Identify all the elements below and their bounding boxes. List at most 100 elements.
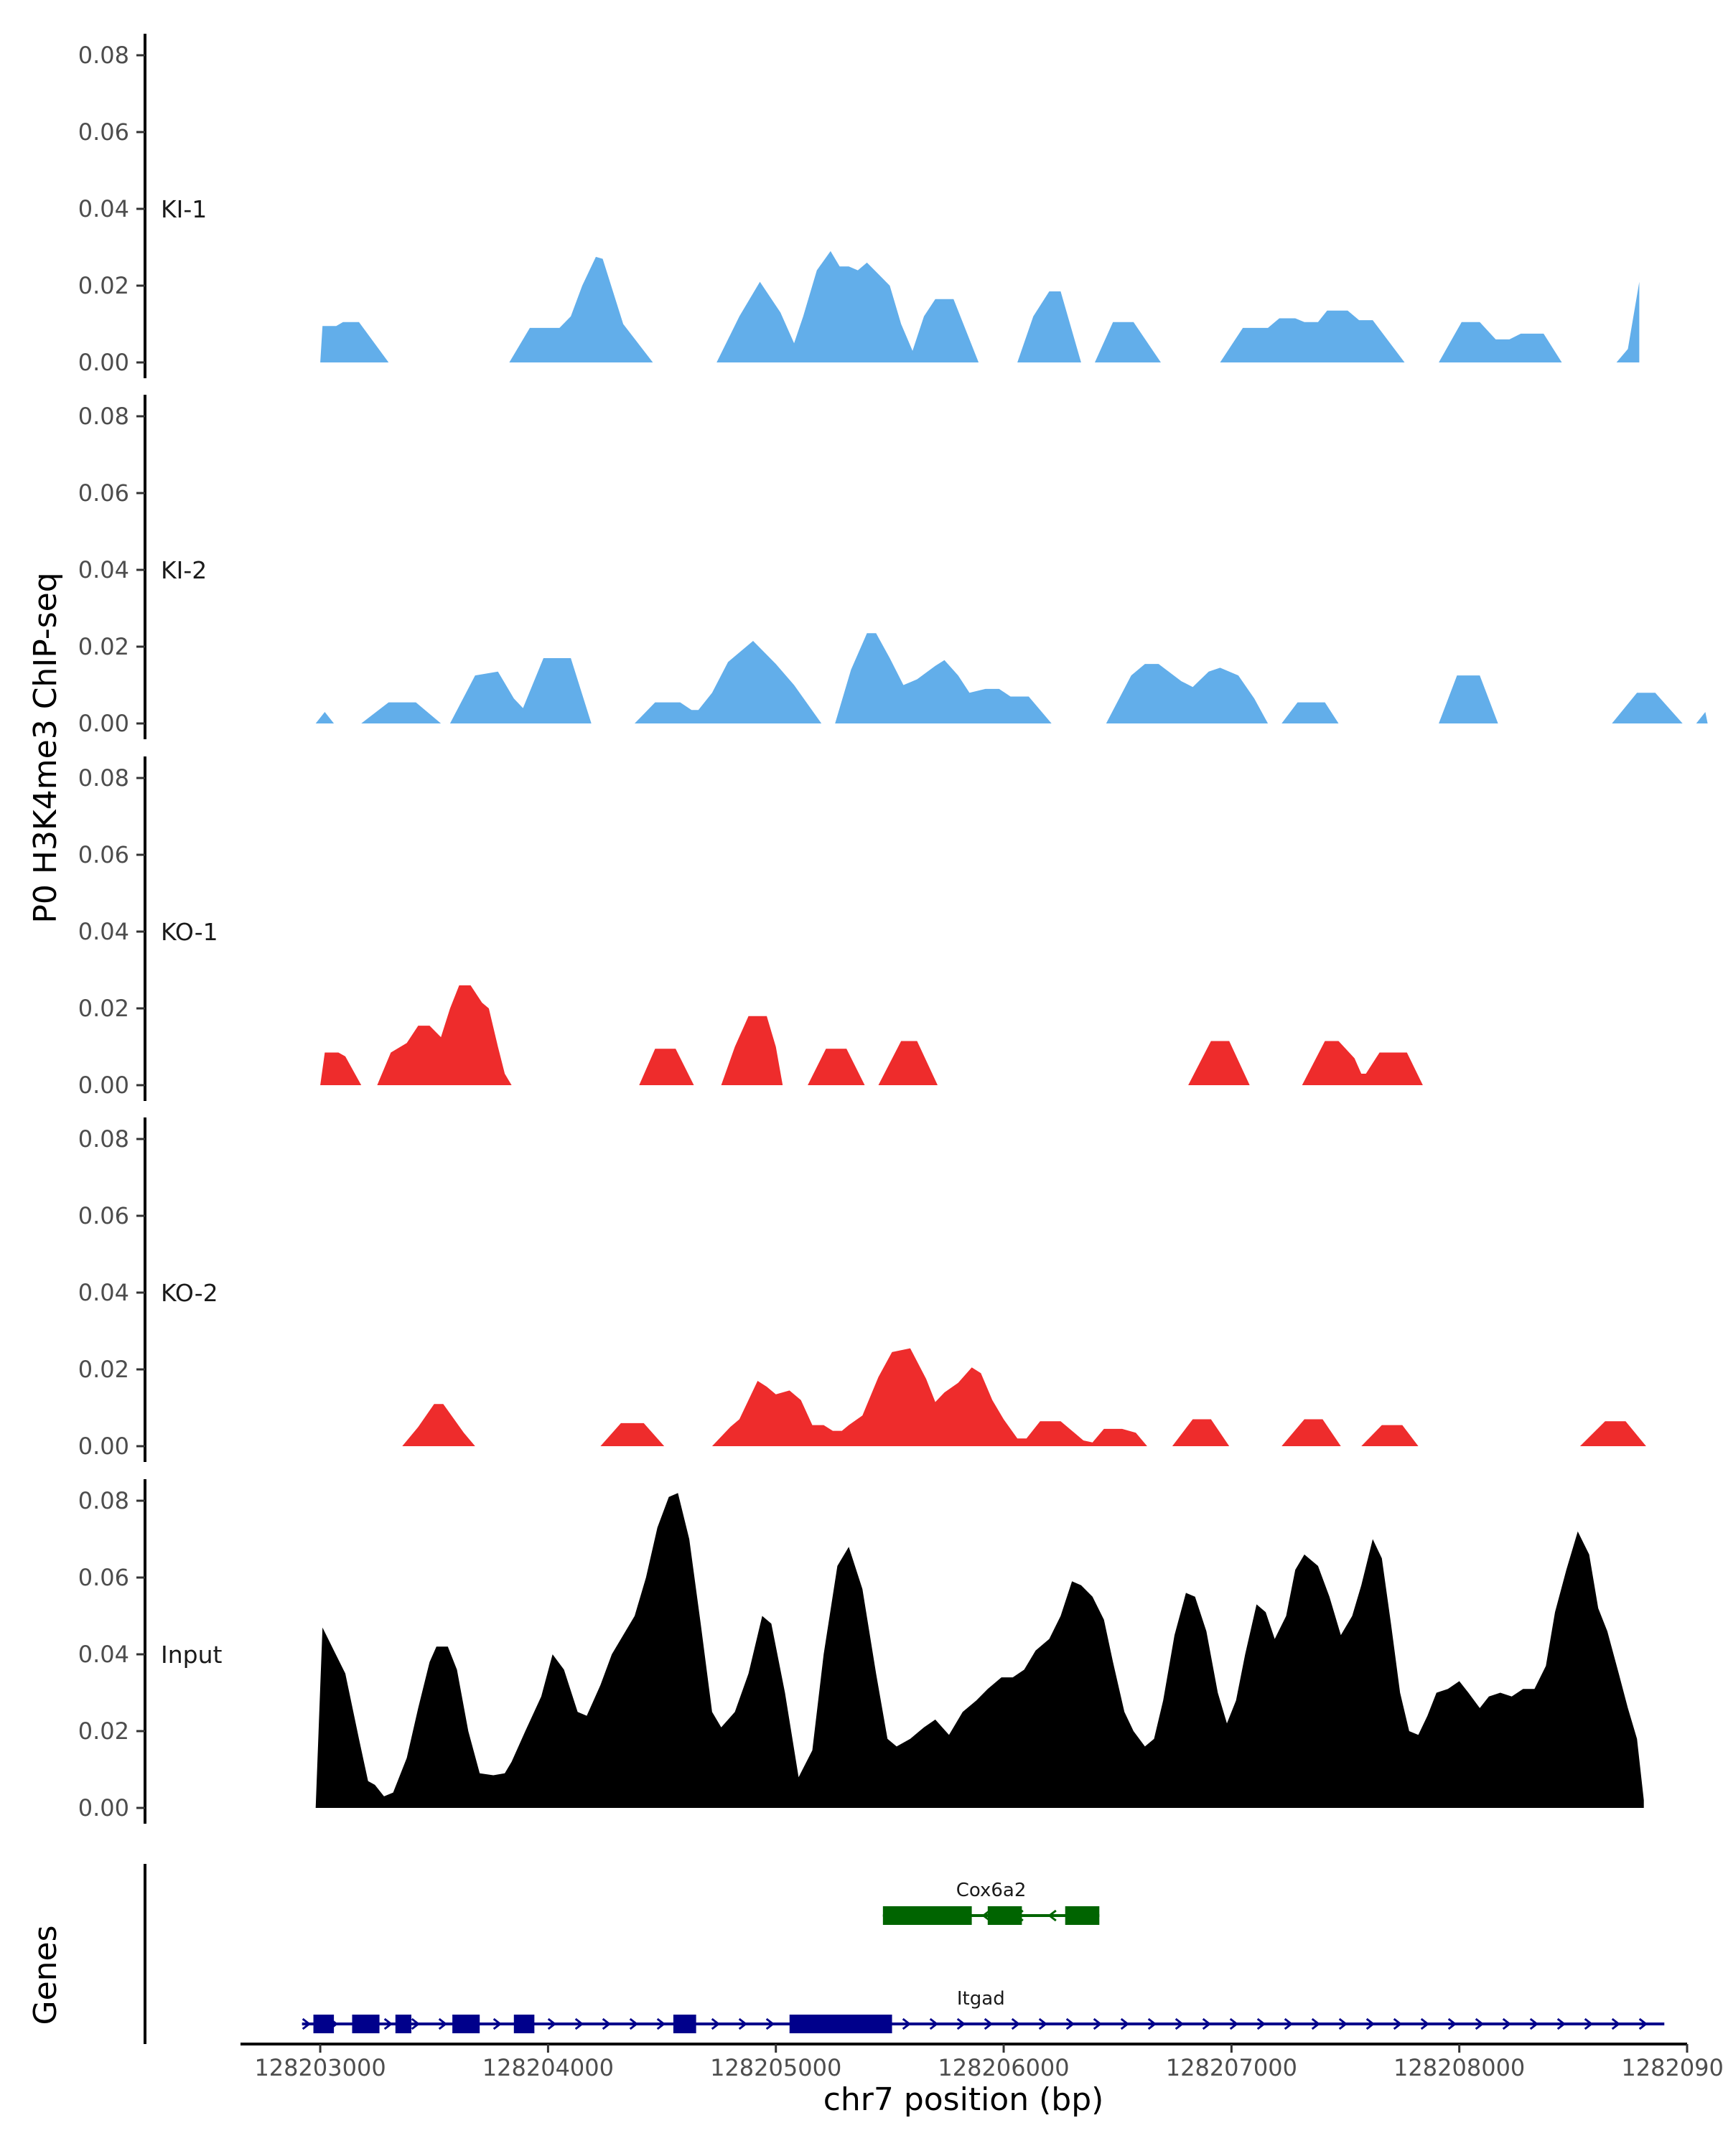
gene-exon bbox=[452, 2015, 480, 2033]
y-axis-title: P0 H3K4me3 ChIP-seq bbox=[27, 572, 64, 923]
y-tick-label: 0.00 bbox=[78, 1794, 129, 1822]
gene-exon bbox=[789, 2015, 892, 2033]
genes-axis-title: Genes bbox=[27, 1925, 64, 2025]
y-tick-label: 0.02 bbox=[78, 272, 129, 299]
strand-chevron bbox=[1284, 2017, 1294, 2030]
y-tick-label: 0.00 bbox=[78, 349, 129, 376]
strand-chevron bbox=[1202, 2017, 1212, 2030]
y-tick-label: 0.02 bbox=[78, 633, 129, 660]
y-tick-label: 0.00 bbox=[78, 1433, 129, 1460]
gene-itgad: Itgad bbox=[302, 1988, 1665, 2033]
strand-chevron bbox=[302, 2017, 312, 2030]
coverage-area-ko-2 bbox=[402, 1348, 1646, 1446]
y-tick-label: 0.04 bbox=[78, 1641, 129, 1668]
strand-chevron bbox=[711, 2017, 721, 2030]
y-tick-label: 0.08 bbox=[78, 764, 129, 792]
strand-chevron bbox=[411, 2017, 421, 2030]
strand-chevron bbox=[1611, 2017, 1621, 2030]
coverage-area-input bbox=[315, 1493, 1644, 1808]
strand-chevron bbox=[902, 2017, 912, 2030]
strand-chevron bbox=[602, 2017, 612, 2030]
strand-chevron bbox=[1584, 2017, 1594, 2030]
strand-chevron bbox=[1502, 2017, 1512, 2030]
track-label-ko-2: KO-2 bbox=[161, 1279, 218, 1307]
strand-chevron bbox=[1420, 2017, 1430, 2030]
track-ko-2: 0.00 0.02 0.04 0.06 0.08 KO-2 bbox=[78, 1117, 1646, 1462]
track-ki-1: 0.00 0.02 0.04 0.06 0.08 KI-1 bbox=[78, 34, 1640, 378]
strand-chevron bbox=[738, 2017, 748, 2030]
strand-chevron bbox=[1529, 2017, 1539, 2030]
y-tick-label: 0.02 bbox=[78, 995, 129, 1022]
strand-chevron bbox=[1047, 1909, 1057, 1922]
strand-chevron bbox=[1065, 2017, 1075, 2030]
strand-chevron bbox=[656, 2017, 666, 2030]
strand-chevron bbox=[984, 2017, 994, 2030]
coverage-area-ki-2 bbox=[315, 633, 1708, 723]
gene-exon bbox=[882, 1906, 972, 1925]
strand-chevron bbox=[1175, 2017, 1185, 2030]
y-tick-label: 0.04 bbox=[78, 918, 129, 945]
y-tick-label: 0.08 bbox=[78, 403, 129, 430]
y-tick-label: 0.08 bbox=[78, 42, 129, 69]
coverage-area-ki-1 bbox=[320, 250, 1640, 362]
strand-chevron bbox=[1365, 2017, 1376, 2030]
strand-chevron bbox=[1475, 2017, 1485, 2030]
track-label-input: Input bbox=[161, 1641, 223, 1669]
y-tick-label: 0.08 bbox=[78, 1125, 129, 1153]
gene-label-itgad: Itgad bbox=[957, 1988, 1005, 2010]
y-tick-label: 0.00 bbox=[78, 710, 129, 737]
strand-chevron bbox=[1556, 2017, 1566, 2030]
y-tick-label: 0.04 bbox=[78, 556, 129, 583]
gene-exon bbox=[987, 1906, 1022, 1925]
gene-annotation-track: Cox6a2 Itgad bbox=[144, 1864, 1665, 2044]
x-axis: 128203000 128204000 128205000 128206000 1282… bbox=[241, 2043, 1723, 2081]
strand-chevron bbox=[956, 2017, 966, 2030]
gene-exon bbox=[313, 2015, 335, 2033]
strand-chevron bbox=[1147, 2017, 1157, 2030]
strand-chevron bbox=[1393, 2017, 1403, 2030]
gene-exon bbox=[673, 2015, 696, 2033]
x-tick-label: 128208000 bbox=[1393, 2054, 1525, 2081]
strand-chevron bbox=[1011, 2017, 1021, 2030]
strand-chevron bbox=[1229, 2017, 1239, 2030]
coverage-tracks: 0.00 0.02 0.04 0.06 0.08 KI-1 0.00 0.02 0.04 0.06… bbox=[78, 34, 1708, 1824]
strand-chevron bbox=[492, 2017, 503, 2030]
gene-label-cox6a2: Cox6a2 bbox=[956, 1880, 1027, 1901]
track-input: 0.00 0.02 0.04 0.06 0.08 Input bbox=[78, 1479, 1644, 1824]
coverage-area-ko-1 bbox=[320, 985, 1423, 1085]
y-tick-label: 0.00 bbox=[78, 1072, 129, 1099]
y-tick-label: 0.06 bbox=[78, 841, 129, 868]
gene-exon bbox=[513, 2015, 535, 2033]
strand-chevron bbox=[438, 2017, 448, 2030]
strand-chevron bbox=[1093, 2017, 1103, 2030]
y-tick-label: 0.08 bbox=[78, 1487, 129, 1514]
y-tick-label: 0.04 bbox=[78, 1279, 129, 1306]
strand-chevron bbox=[929, 2017, 939, 2030]
gene-cox6a2: Cox6a2 bbox=[882, 1880, 1100, 1925]
strand-chevron bbox=[547, 2017, 557, 2030]
x-axis-title: chr7 position (bp) bbox=[823, 2081, 1104, 2118]
x-tick-label: 128205000 bbox=[710, 2054, 841, 2081]
strand-chevron bbox=[383, 2017, 393, 2030]
track-label-ki-2: KI-2 bbox=[161, 556, 207, 584]
x-tick-label: 128203000 bbox=[254, 2054, 386, 2081]
strand-chevron bbox=[1338, 2017, 1348, 2030]
x-tick-label: 128209000 bbox=[1621, 2054, 1723, 2081]
strand-chevron bbox=[1311, 2017, 1321, 2030]
gene-exon bbox=[352, 2015, 380, 2033]
strand-chevron bbox=[1256, 2017, 1266, 2030]
strand-chevron bbox=[1120, 2017, 1130, 2030]
gene-exon bbox=[395, 2015, 411, 2033]
y-tick-label: 0.06 bbox=[78, 1202, 129, 1229]
track-label-ki-1: KI-1 bbox=[161, 195, 207, 223]
track-ko-1: 0.00 0.02 0.04 0.06 0.08 KO-1 bbox=[78, 756, 1423, 1101]
strand-chevron bbox=[629, 2017, 639, 2030]
strand-chevron bbox=[1447, 2017, 1457, 2030]
x-tick-label: 128207000 bbox=[1166, 2054, 1297, 2081]
y-tick-label: 0.06 bbox=[78, 1564, 129, 1591]
strand-chevron bbox=[1638, 2017, 1648, 2030]
gene-exon bbox=[1065, 1906, 1100, 1925]
y-tick-label: 0.06 bbox=[78, 118, 129, 146]
y-tick-label: 0.02 bbox=[78, 1717, 129, 1745]
